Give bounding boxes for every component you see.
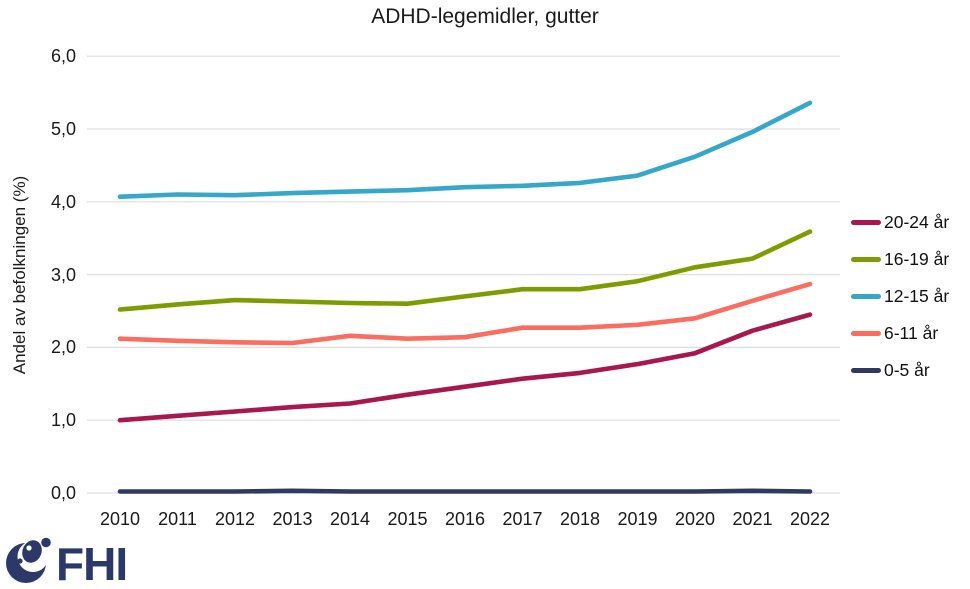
x-tick-label-2020: 2020	[674, 509, 716, 529]
series-line-6-11-år	[117, 281, 813, 346]
y-tick-label-3: 3,0	[50, 264, 76, 285]
fhi-logo-mark-icon	[6, 537, 51, 583]
chart-legend: 20-24 år 16-19 år 12-15 år 6-11 år 0-5 år	[851, 204, 949, 389]
x-tick-label-2013: 2013	[272, 509, 313, 529]
legend-label: 6-11 år	[884, 323, 939, 343]
legend-label: 12-15 år	[884, 286, 950, 306]
y-tick-label-4: 4,0	[50, 191, 76, 212]
x-tick-label-2016: 2016	[444, 509, 486, 529]
series-line-0-5-år	[117, 488, 813, 494]
y-tick-label-5: 5,0	[50, 119, 76, 139]
x-tick-label-2014: 2014	[329, 509, 371, 529]
x-tick-label-2015: 2015	[387, 509, 428, 529]
x-tick-label-2021: 2021	[732, 509, 773, 529]
legend-label: 20-24 år	[884, 212, 950, 232]
series-line-12-15-år	[117, 100, 813, 199]
legend-swatch-icon	[851, 220, 881, 225]
legend-swatch-icon	[851, 331, 881, 336]
legend-item-16-19-år: 16-19 år	[851, 241, 949, 278]
legend-label: 0-5 år	[884, 360, 930, 380]
legend-item-0-5-år: 0-5 år	[851, 352, 949, 389]
x-tick-label-2019: 2019	[617, 509, 658, 529]
legend-item-12-15-år: 12-15 år	[851, 278, 949, 315]
chart-title: ADHD-legemidler, gutter	[371, 5, 599, 28]
series-line-16-19-år	[117, 229, 813, 312]
y-tick-label-0: 0,0	[50, 483, 76, 503]
legend-label: 16-19 år	[884, 249, 950, 269]
legend-swatch-icon	[851, 368, 881, 373]
y-tick-label-6: 6,0	[50, 46, 76, 67]
x-tick-label-2022: 2022	[789, 509, 831, 529]
fhi-logo-text: FHI	[56, 538, 128, 589]
legend-item-20-24-år: 20-24 år	[851, 204, 949, 241]
fhi-logo	[6, 536, 226, 586]
x-tick-label-2017: 2017	[502, 509, 543, 529]
legend-swatch-icon	[851, 257, 881, 262]
legend-swatch-icon	[851, 294, 881, 299]
x-tick-label-2010: 2010	[99, 509, 141, 529]
x-tick-label-2011: 2011	[158, 509, 197, 529]
x-tick-label-2012: 2012	[214, 509, 256, 529]
y-tick-label-2: 2,0	[50, 337, 76, 358]
legend-item-6-11-år: 6-11 år	[851, 315, 949, 352]
x-tick-label-2018: 2018	[559, 509, 601, 529]
series-line-20-24-år	[117, 312, 813, 423]
y-tick-label-1: 1,0	[50, 410, 76, 431]
